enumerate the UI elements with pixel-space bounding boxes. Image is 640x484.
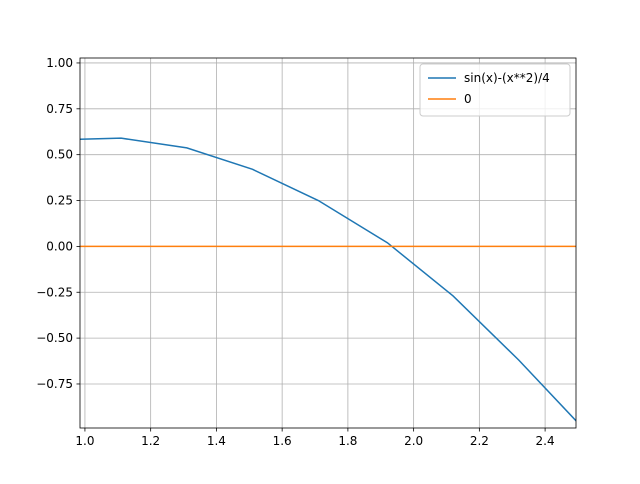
- x-tick-label: 1.0: [75, 434, 94, 448]
- legend-label: 0: [464, 92, 472, 106]
- plot: [80, 137, 576, 422]
- ticks: 1.0 1.2 1.4 1.6 1.8 2.0 2.2 2.4 −0.75 −0.50 −0.25 0…: [36, 56, 554, 448]
- y-tick-label: 1.00: [46, 56, 73, 70]
- x-tick-label: 2.4: [536, 434, 555, 448]
- axes-frame: [79, 57, 577, 429]
- x-tick-label: 2.0: [404, 434, 423, 448]
- y-tick-label: 0.00: [46, 239, 73, 253]
- legend-label: sin(x)-(x**2)/4: [464, 71, 550, 85]
- x-tick-label: 1.6: [273, 434, 292, 448]
- legend: sin(x)-(x**2)/4 0: [419, 63, 571, 117]
- x-tick-label: 1.8: [338, 434, 357, 448]
- y-tick-label: −0.25: [36, 285, 73, 299]
- line: [80, 137, 576, 422]
- x-tick-label: 1.4: [207, 434, 226, 448]
- y-tick-label: 0.50: [46, 148, 73, 162]
- y-tick-label: 0.25: [46, 194, 73, 208]
- y-tick-label: −0.75: [36, 377, 73, 391]
- x-tick-label: 1.2: [141, 434, 160, 448]
- legend-box: [419, 63, 571, 117]
- y-tick-label: −0.50: [36, 331, 73, 345]
- x-tick-label: 2.2: [470, 434, 489, 448]
- y-tick-label: 0.75: [46, 102, 73, 116]
